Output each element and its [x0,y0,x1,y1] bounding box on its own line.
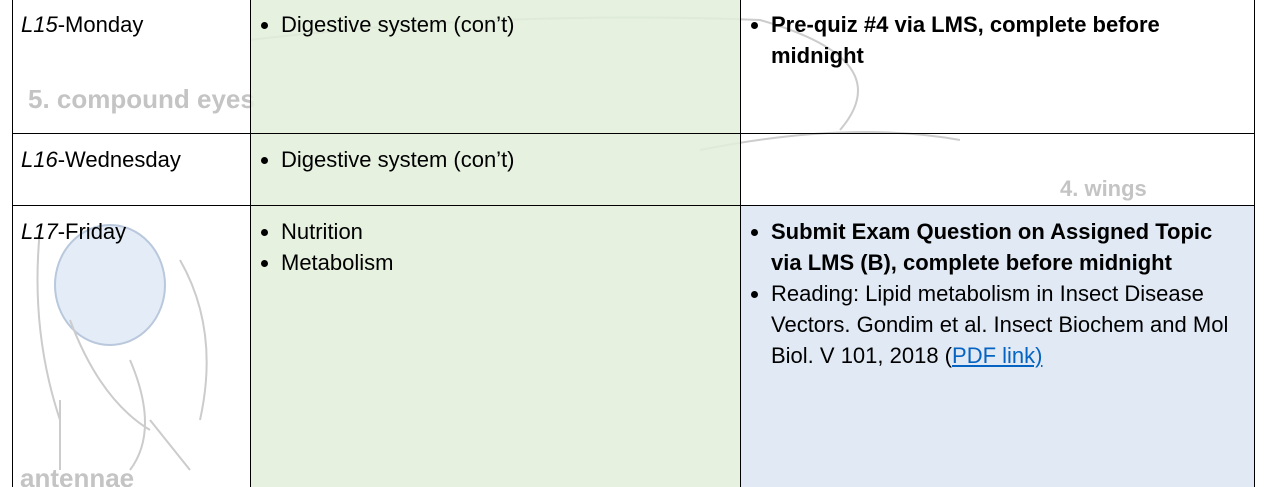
lecture-cell: L16-Wednesday [12,133,251,206]
topics-cell: Digestive system (con’t) [250,0,741,134]
table-row: L17-FridayNutritionMetabolismSubmit Exam… [12,205,1255,487]
pdf-link[interactable]: PDF link) [952,343,1043,368]
note-list: Pre-quiz #4 via LMS, complete before mid… [749,9,1246,71]
note: Reading: Lipid metabolism in Insect Dise… [771,278,1246,371]
table-row: L16-Wednesday Digestive system (con’t) [12,133,1255,206]
lecture-day: -Wednesday [57,147,181,172]
topic: Nutrition [281,216,732,247]
topic: Metabolism [281,247,732,278]
topic-list: NutritionMetabolism [259,216,732,278]
lecture-cell: L17-Friday [12,205,251,487]
topics-cell: Digestive system (con’t) [250,133,741,206]
topic-list: Digestive system (con’t) [259,144,732,175]
lecture-number: L17 [21,219,58,244]
note: Pre-quiz #4 via LMS, complete before mid… [771,9,1246,71]
lecture-day: -Friday [57,219,127,244]
notes-cell: Pre-quiz #4 via LMS, complete before mid… [740,0,1255,134]
note: Submit Exam Question on Assigned Topic v… [771,216,1246,278]
note-text: Pre-quiz #4 via LMS, complete before mid… [771,12,1160,68]
note-text: Reading: Lipid metabolism in Insect Dise… [771,281,1229,368]
lecture-number: L16 [21,147,58,172]
note-list: Submit Exam Question on Assigned Topic v… [749,216,1246,371]
note-text: Submit Exam Question on Assigned Topic v… [771,219,1213,275]
schedule-table: L15-Monday Digestive system (con’t) Pre-qu… [12,0,1255,487]
notes-cell [740,133,1255,206]
topic: Digestive system (con’t) [281,144,732,175]
table-row: L15-Monday Digestive system (con’t) Pre-qu… [12,0,1255,134]
topics-cell: NutritionMetabolism [250,205,741,487]
lecture-cell: L15-Monday [12,0,251,134]
lecture-day: -Monday [57,12,144,37]
topic-list: Digestive system (con’t) [259,9,732,40]
lecture-number: L15 [21,12,58,37]
notes-cell: Submit Exam Question on Assigned Topic v… [740,205,1255,487]
topic: Digestive system (con’t) [281,9,732,40]
